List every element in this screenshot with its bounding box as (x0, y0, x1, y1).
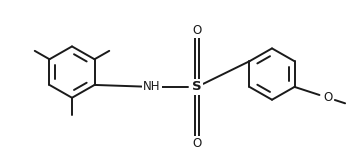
Text: O: O (192, 24, 202, 37)
Text: NH: NH (143, 80, 161, 93)
Text: S: S (192, 80, 202, 93)
Text: O: O (323, 91, 333, 104)
Text: O: O (192, 137, 202, 150)
